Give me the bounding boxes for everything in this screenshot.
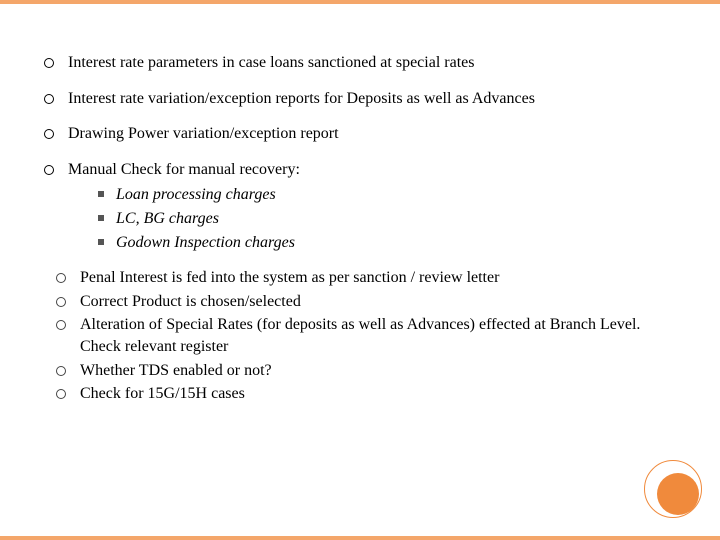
sub-item: LC, BG charges (98, 208, 676, 230)
secondary-bullet-list: Penal Interest is fed into the system as… (56, 267, 676, 405)
secondary-item: Penal Interest is fed into the system as… (56, 267, 676, 289)
main-bullet-list: Interest rate parameters in case loans s… (44, 52, 676, 253)
corner-accent-graphic (644, 460, 702, 518)
sub-item: Loan processing charges (98, 184, 676, 206)
sub-bullet-list: Loan processing charges LC, BG charges G… (98, 184, 676, 253)
main-item: Interest rate parameters in case loans s… (44, 52, 676, 74)
accent-inner-circle (657, 473, 699, 515)
secondary-item: Check for 15G/15H cases (56, 383, 676, 405)
main-item-label: Manual Check for manual recovery: (68, 161, 300, 178)
secondary-item: Whether TDS enabled or not? (56, 360, 676, 382)
main-item: Interest rate variation/exception report… (44, 88, 676, 110)
secondary-item: Alteration of Special Rates (for deposit… (56, 314, 676, 357)
secondary-item: Correct Product is chosen/selected (56, 291, 676, 313)
slide-container: Interest rate parameters in case loans s… (0, 0, 720, 540)
main-item: Drawing Power variation/exception report (44, 123, 676, 145)
sub-item: Godown Inspection charges (98, 232, 676, 254)
main-item: Manual Check for manual recovery: Loan p… (44, 159, 676, 253)
